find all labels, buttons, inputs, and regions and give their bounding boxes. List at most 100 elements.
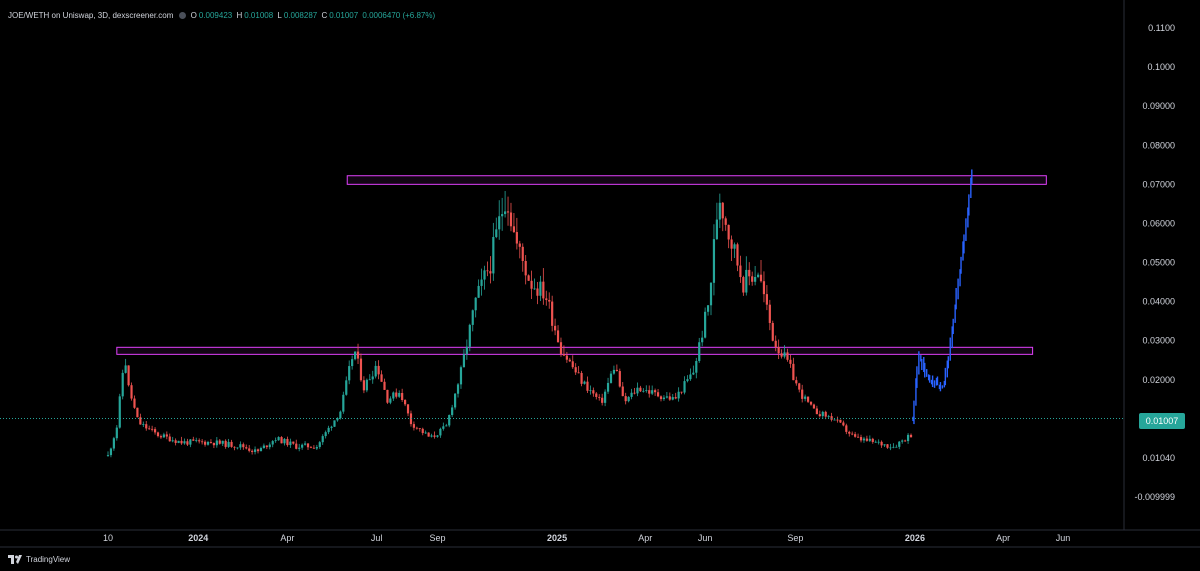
candle-body-100 bbox=[401, 392, 404, 401]
candle-body-123 bbox=[468, 324, 471, 347]
candle-body-175 bbox=[621, 386, 624, 397]
candle-body-117 bbox=[451, 407, 454, 416]
x-tick-label-5: 2025 bbox=[547, 533, 567, 543]
candle-body-73 bbox=[321, 436, 324, 443]
candle-body-2 bbox=[112, 438, 115, 449]
candle-body-179 bbox=[633, 392, 636, 394]
candle-body-85 bbox=[356, 351, 360, 359]
candle-body-164 bbox=[589, 390, 592, 392]
candle-body-189 bbox=[662, 397, 666, 400]
candle-body-56 bbox=[271, 441, 274, 445]
candle-body-205 bbox=[709, 282, 713, 306]
candle-body-54 bbox=[265, 445, 268, 448]
candle-body-231 bbox=[786, 352, 789, 360]
candle-body-60 bbox=[283, 438, 286, 444]
symbol-title[interactable]: JOE/WETH on Uniswap, 3D, dexscreener.com bbox=[8, 11, 174, 20]
candle-body-89 bbox=[368, 379, 371, 381]
candle-body-180 bbox=[636, 387, 639, 394]
candle-body-177 bbox=[627, 396, 630, 402]
candle-body-267 bbox=[892, 446, 895, 448]
candle-body-201 bbox=[698, 342, 701, 362]
candle-body-94 bbox=[383, 381, 386, 390]
time-axis[interactable]: 10 2024 Apr Jul Sep 2025 Apr Jun Sep 2026 Apr Jun bbox=[103, 533, 1070, 543]
candle-body-239 bbox=[809, 401, 813, 405]
candle-body-113 bbox=[439, 428, 442, 436]
candle-body-207 bbox=[715, 219, 718, 240]
candle-body-156 bbox=[565, 355, 568, 360]
candle-body-17 bbox=[156, 432, 160, 437]
candle-body-104 bbox=[412, 424, 416, 428]
tradingview-footer[interactable]: TradingView bbox=[8, 555, 70, 564]
candle-body-6 bbox=[124, 365, 127, 373]
candle-body-233 bbox=[792, 363, 795, 381]
candle-body-72 bbox=[318, 442, 321, 447]
candle-body-131 bbox=[492, 236, 495, 274]
open-label: O bbox=[190, 11, 197, 20]
candle-body-38 bbox=[218, 440, 221, 444]
candle-body-259 bbox=[868, 438, 871, 441]
candle-body-148 bbox=[542, 281, 545, 299]
candle-body-155 bbox=[562, 354, 566, 356]
candle-body-152 bbox=[554, 325, 557, 331]
candle-body-169 bbox=[604, 391, 607, 403]
candle-body-57 bbox=[274, 440, 277, 442]
candle-body-258 bbox=[865, 438, 869, 441]
candle-body-158 bbox=[571, 361, 574, 368]
candle-body-236 bbox=[801, 389, 804, 399]
candle-body-187 bbox=[656, 392, 660, 397]
candle-body-263 bbox=[880, 441, 883, 446]
candle-body-65 bbox=[298, 447, 301, 449]
tradingview-logo-icon bbox=[8, 555, 22, 564]
candle-body-115 bbox=[445, 425, 448, 427]
candle-body-70 bbox=[312, 447, 316, 449]
candle-body-199 bbox=[692, 372, 695, 375]
candle-body-23 bbox=[174, 440, 177, 443]
candle-body-171 bbox=[609, 373, 613, 383]
candle-body-128 bbox=[483, 270, 486, 280]
candle-body-126 bbox=[477, 285, 480, 298]
candle-body-51 bbox=[256, 449, 260, 452]
candle-body-190 bbox=[665, 396, 668, 398]
candle-body-183 bbox=[645, 390, 648, 391]
candle-body-4 bbox=[118, 396, 121, 428]
candle-body-181 bbox=[639, 387, 642, 392]
candle-body-214 bbox=[736, 244, 739, 266]
candle-body-124 bbox=[471, 310, 474, 325]
candle-body-211 bbox=[727, 224, 730, 240]
y-tick-label-8: 0.03000 bbox=[1142, 336, 1175, 346]
candle-body-87 bbox=[362, 380, 366, 391]
candle-body-184 bbox=[648, 390, 651, 394]
candle-body-210 bbox=[724, 218, 727, 225]
candle-body-86 bbox=[359, 358, 363, 381]
candle-body-68 bbox=[306, 443, 310, 448]
candle-body-213 bbox=[733, 244, 736, 249]
candle-body-188 bbox=[659, 396, 663, 400]
candle-body-264 bbox=[883, 444, 886, 446]
candle-body-96 bbox=[389, 398, 392, 403]
candle-body-79 bbox=[339, 411, 342, 419]
candle-body-29 bbox=[192, 439, 195, 441]
candle-body-235 bbox=[798, 383, 801, 390]
candle-body-74 bbox=[324, 432, 327, 437]
candle-body-10 bbox=[136, 407, 139, 418]
candle-body-255 bbox=[856, 436, 860, 438]
candle-body-145 bbox=[533, 288, 536, 290]
candle-body-34 bbox=[206, 442, 210, 445]
price-axis[interactable]: 0.1100 0.1000 0.09000 0.08000 0.07000 0.06000… bbox=[1134, 23, 1175, 502]
candle-body-192 bbox=[671, 397, 674, 400]
candle-body-14 bbox=[148, 428, 151, 430]
candle-body-0 bbox=[106, 455, 110, 456]
candle-body-26 bbox=[183, 441, 186, 444]
candle-body-250 bbox=[842, 422, 845, 426]
candle-body-170 bbox=[606, 382, 610, 392]
close-value: 0.01007 bbox=[329, 11, 359, 20]
candle-body-141 bbox=[521, 246, 524, 261]
candle-body-147 bbox=[539, 281, 542, 296]
candle-body-165 bbox=[592, 390, 595, 394]
candle-body-24 bbox=[177, 440, 180, 443]
candle-body-21 bbox=[168, 436, 171, 442]
candle-body-5 bbox=[121, 372, 124, 397]
candle-body-118 bbox=[453, 393, 457, 408]
